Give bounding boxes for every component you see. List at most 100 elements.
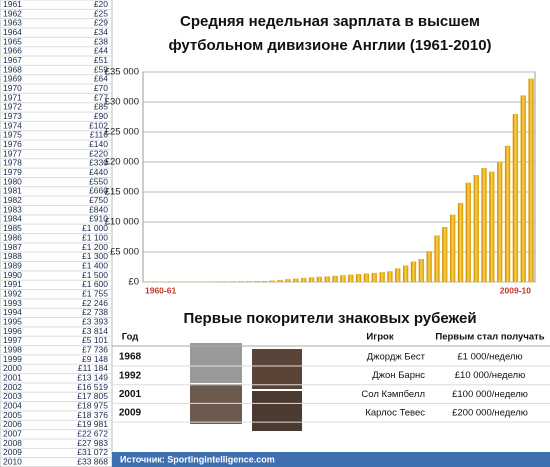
year: 2003	[3, 391, 22, 401]
wage: £51	[94, 55, 108, 65]
wage: £1 000	[82, 223, 108, 233]
year: 1975	[3, 130, 22, 140]
year: 1990	[3, 270, 22, 280]
wage: £70	[94, 83, 108, 93]
bar	[426, 251, 432, 283]
year: 1989	[3, 260, 22, 270]
wage: £18 975	[77, 401, 108, 411]
bar	[418, 258, 424, 283]
wage: £1 300	[82, 251, 108, 261]
year: 1968	[3, 64, 22, 74]
year: 1972	[3, 102, 22, 112]
wage: £33 868	[77, 457, 108, 467]
bar	[254, 281, 260, 283]
bar	[395, 268, 401, 283]
wage: £90	[94, 111, 108, 121]
bar	[340, 275, 346, 283]
year: 2010	[3, 457, 22, 467]
records-table: Первые покорители знаковых рубежей Год Игр…	[112, 310, 550, 431]
year: 1992	[3, 288, 22, 298]
bar	[465, 182, 472, 283]
bar	[457, 202, 464, 283]
bar	[442, 226, 448, 283]
wage: £140	[89, 139, 108, 149]
y-tick-label: £30 000	[105, 97, 139, 108]
player: Джон Барнс	[372, 370, 425, 381]
year: 1964	[3, 27, 22, 37]
year: 1980	[3, 176, 22, 186]
year: 1999	[3, 354, 22, 364]
year: 2001	[3, 373, 22, 383]
year: 1984	[3, 214, 22, 224]
year: 1967	[3, 55, 22, 65]
year: 1966	[3, 46, 22, 56]
bar	[293, 278, 299, 283]
year: 1969	[3, 74, 22, 84]
year: 1973	[3, 111, 22, 121]
bar	[230, 281, 236, 283]
wage: £34	[94, 27, 108, 37]
bar	[489, 171, 495, 283]
year: 1987	[3, 242, 22, 252]
x-tick-label: 2009-10	[500, 285, 531, 295]
wage: £7 736	[82, 345, 108, 355]
wage: £100 000/неделю	[452, 389, 528, 400]
bar	[371, 272, 377, 283]
year: 1997	[3, 335, 22, 345]
player: Карлос Тевес	[365, 408, 425, 419]
year: 1970	[3, 83, 22, 93]
wage: £17 805	[77, 391, 108, 401]
bar	[481, 167, 487, 283]
wage: £2 738	[82, 307, 108, 317]
bar	[324, 276, 330, 283]
wage: £750	[89, 195, 108, 205]
wage: £440	[89, 167, 108, 177]
bar	[277, 279, 283, 283]
bar	[379, 272, 385, 283]
year: 1992	[119, 370, 142, 381]
wage: £840	[89, 204, 108, 214]
year: 1998	[3, 345, 22, 355]
player: Джордж Бест	[367, 352, 426, 363]
wage: £20	[94, 0, 108, 9]
source-bar	[112, 452, 550, 467]
year: 1985	[3, 223, 22, 233]
chart: Средняя недельная зарплата в высшем футбо…	[105, 13, 536, 295]
wage: £3 393	[82, 316, 108, 326]
player-photo	[190, 343, 242, 383]
y-tick-label: £15 000	[105, 187, 139, 198]
year: 1971	[3, 92, 22, 102]
bar	[269, 280, 276, 283]
bar	[316, 276, 323, 283]
wage: £1 755	[82, 288, 108, 298]
year: 1977	[3, 148, 22, 158]
player-photo	[190, 384, 242, 424]
side-table: 1961 £20 1962 £25 1963 £29 1964 £34 1965 £38 1966 £…	[0, 0, 113, 467]
wage: £11 184	[78, 363, 108, 373]
wage: £220	[89, 148, 108, 158]
wage: £1 500	[82, 270, 108, 280]
y-tick-label: £35 000	[105, 67, 139, 78]
records-title: Первые покорители знаковых рубежей	[183, 310, 476, 327]
year: 1996	[3, 326, 22, 336]
header: Первым стал получать	[435, 332, 544, 343]
bar	[512, 113, 519, 283]
wage: £116	[90, 130, 109, 140]
year: 1981	[3, 186, 22, 196]
header: Игрок	[366, 332, 393, 343]
wage: £910	[89, 214, 108, 224]
wage: £102	[89, 120, 108, 130]
wage: £1 000/неделю	[457, 352, 522, 363]
bar	[402, 265, 409, 283]
bar	[410, 261, 417, 283]
bar	[520, 95, 526, 283]
player-photo	[252, 349, 302, 389]
bar	[332, 275, 338, 283]
year: 2005	[3, 410, 22, 420]
wage: £1 400	[82, 260, 108, 270]
wage: £10 000/неделю	[455, 370, 525, 381]
year: 1961	[3, 0, 22, 9]
player-photo	[252, 391, 302, 431]
bar	[528, 78, 534, 283]
player: Сол Кэмпбелл	[361, 389, 425, 400]
